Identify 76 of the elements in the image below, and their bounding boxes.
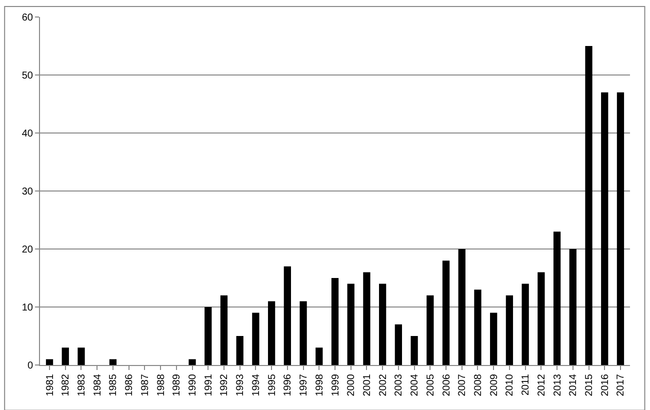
bar	[569, 249, 576, 365]
y-tick-label: 10	[22, 302, 34, 314]
bar	[490, 312, 498, 365]
x-tick-label: 1999	[330, 374, 342, 396]
x-tick-label: 1996	[282, 374, 294, 396]
bar	[284, 266, 291, 365]
x-tick-label: 1992	[219, 374, 230, 396]
x-tick-label: 2017	[616, 374, 627, 396]
bar	[426, 295, 434, 365]
x-tick-label: 1987	[140, 374, 151, 396]
bar	[410, 336, 418, 365]
x-tick-label: 2006	[441, 374, 452, 396]
bar	[236, 336, 244, 365]
bar	[585, 46, 592, 365]
x-tick-label: 1998	[314, 374, 326, 396]
bar	[538, 272, 545, 365]
x-tick-label: 2016	[600, 374, 611, 396]
x-tick-label: 1991	[203, 374, 214, 396]
bar	[601, 92, 608, 365]
bar	[506, 295, 514, 365]
bar	[78, 348, 85, 365]
y-tick-label: 30	[22, 186, 34, 198]
x-tick-label: 2011	[520, 374, 532, 396]
bar	[220, 295, 228, 365]
bar	[522, 284, 529, 365]
y-tick-label: 0	[27, 360, 34, 372]
bar	[252, 312, 260, 365]
x-tick-label: 2012	[536, 374, 548, 396]
x-tick-label: 2005	[425, 374, 436, 396]
bar	[458, 249, 466, 365]
y-tick-label: 20	[22, 244, 34, 256]
bar	[331, 278, 339, 365]
bar	[442, 260, 450, 365]
y-tick-label: 40	[22, 128, 34, 140]
bar	[109, 359, 117, 365]
bar	[268, 301, 276, 365]
bar	[394, 324, 402, 365]
x-tick-label: 1988	[156, 374, 167, 396]
x-tick-label: 2007	[457, 374, 468, 396]
x-tick-label: 1985	[108, 374, 120, 396]
x-tick-label: 1989	[172, 374, 183, 396]
bar	[316, 348, 323, 365]
x-tick-label: 2014	[568, 374, 580, 396]
x-tick-label: 1990	[188, 374, 199, 396]
x-tick-label: 1984	[92, 374, 104, 396]
x-tick-label: 1995	[266, 374, 278, 396]
x-tick-label: 2013	[552, 374, 564, 396]
x-tick-label: 2000	[346, 374, 358, 396]
x-tick-label: 1983	[76, 374, 88, 396]
x-tick-label: 2004	[410, 374, 421, 396]
bar	[379, 284, 386, 365]
bar	[46, 359, 54, 365]
y-tick-label: 50	[22, 70, 34, 82]
x-tick-label: 2008	[472, 374, 484, 396]
x-tick-label: 2001	[362, 374, 373, 396]
bar	[188, 359, 196, 365]
bar	[553, 232, 561, 365]
x-tick-label: 1986	[124, 374, 136, 396]
bar	[62, 348, 69, 365]
bar	[347, 284, 354, 365]
x-tick-label: 2002	[378, 374, 389, 396]
x-tick-label: 2010	[504, 374, 516, 396]
x-tick-label: 1994	[250, 374, 262, 396]
x-tick-label: 1981	[44, 374, 56, 396]
x-tick-label: 1997	[298, 374, 310, 396]
bar	[300, 301, 307, 365]
x-tick-label: 1993	[235, 374, 246, 396]
bar	[474, 290, 482, 365]
bar	[204, 307, 212, 365]
x-tick-label: 2003	[394, 374, 405, 396]
bar	[616, 92, 624, 365]
x-tick-label: 1982	[60, 374, 72, 396]
x-tick-label: 2015	[584, 374, 596, 396]
x-tick-label: 2009	[488, 374, 500, 396]
y-tick-label: 60	[22, 12, 34, 24]
bar	[363, 272, 370, 365]
